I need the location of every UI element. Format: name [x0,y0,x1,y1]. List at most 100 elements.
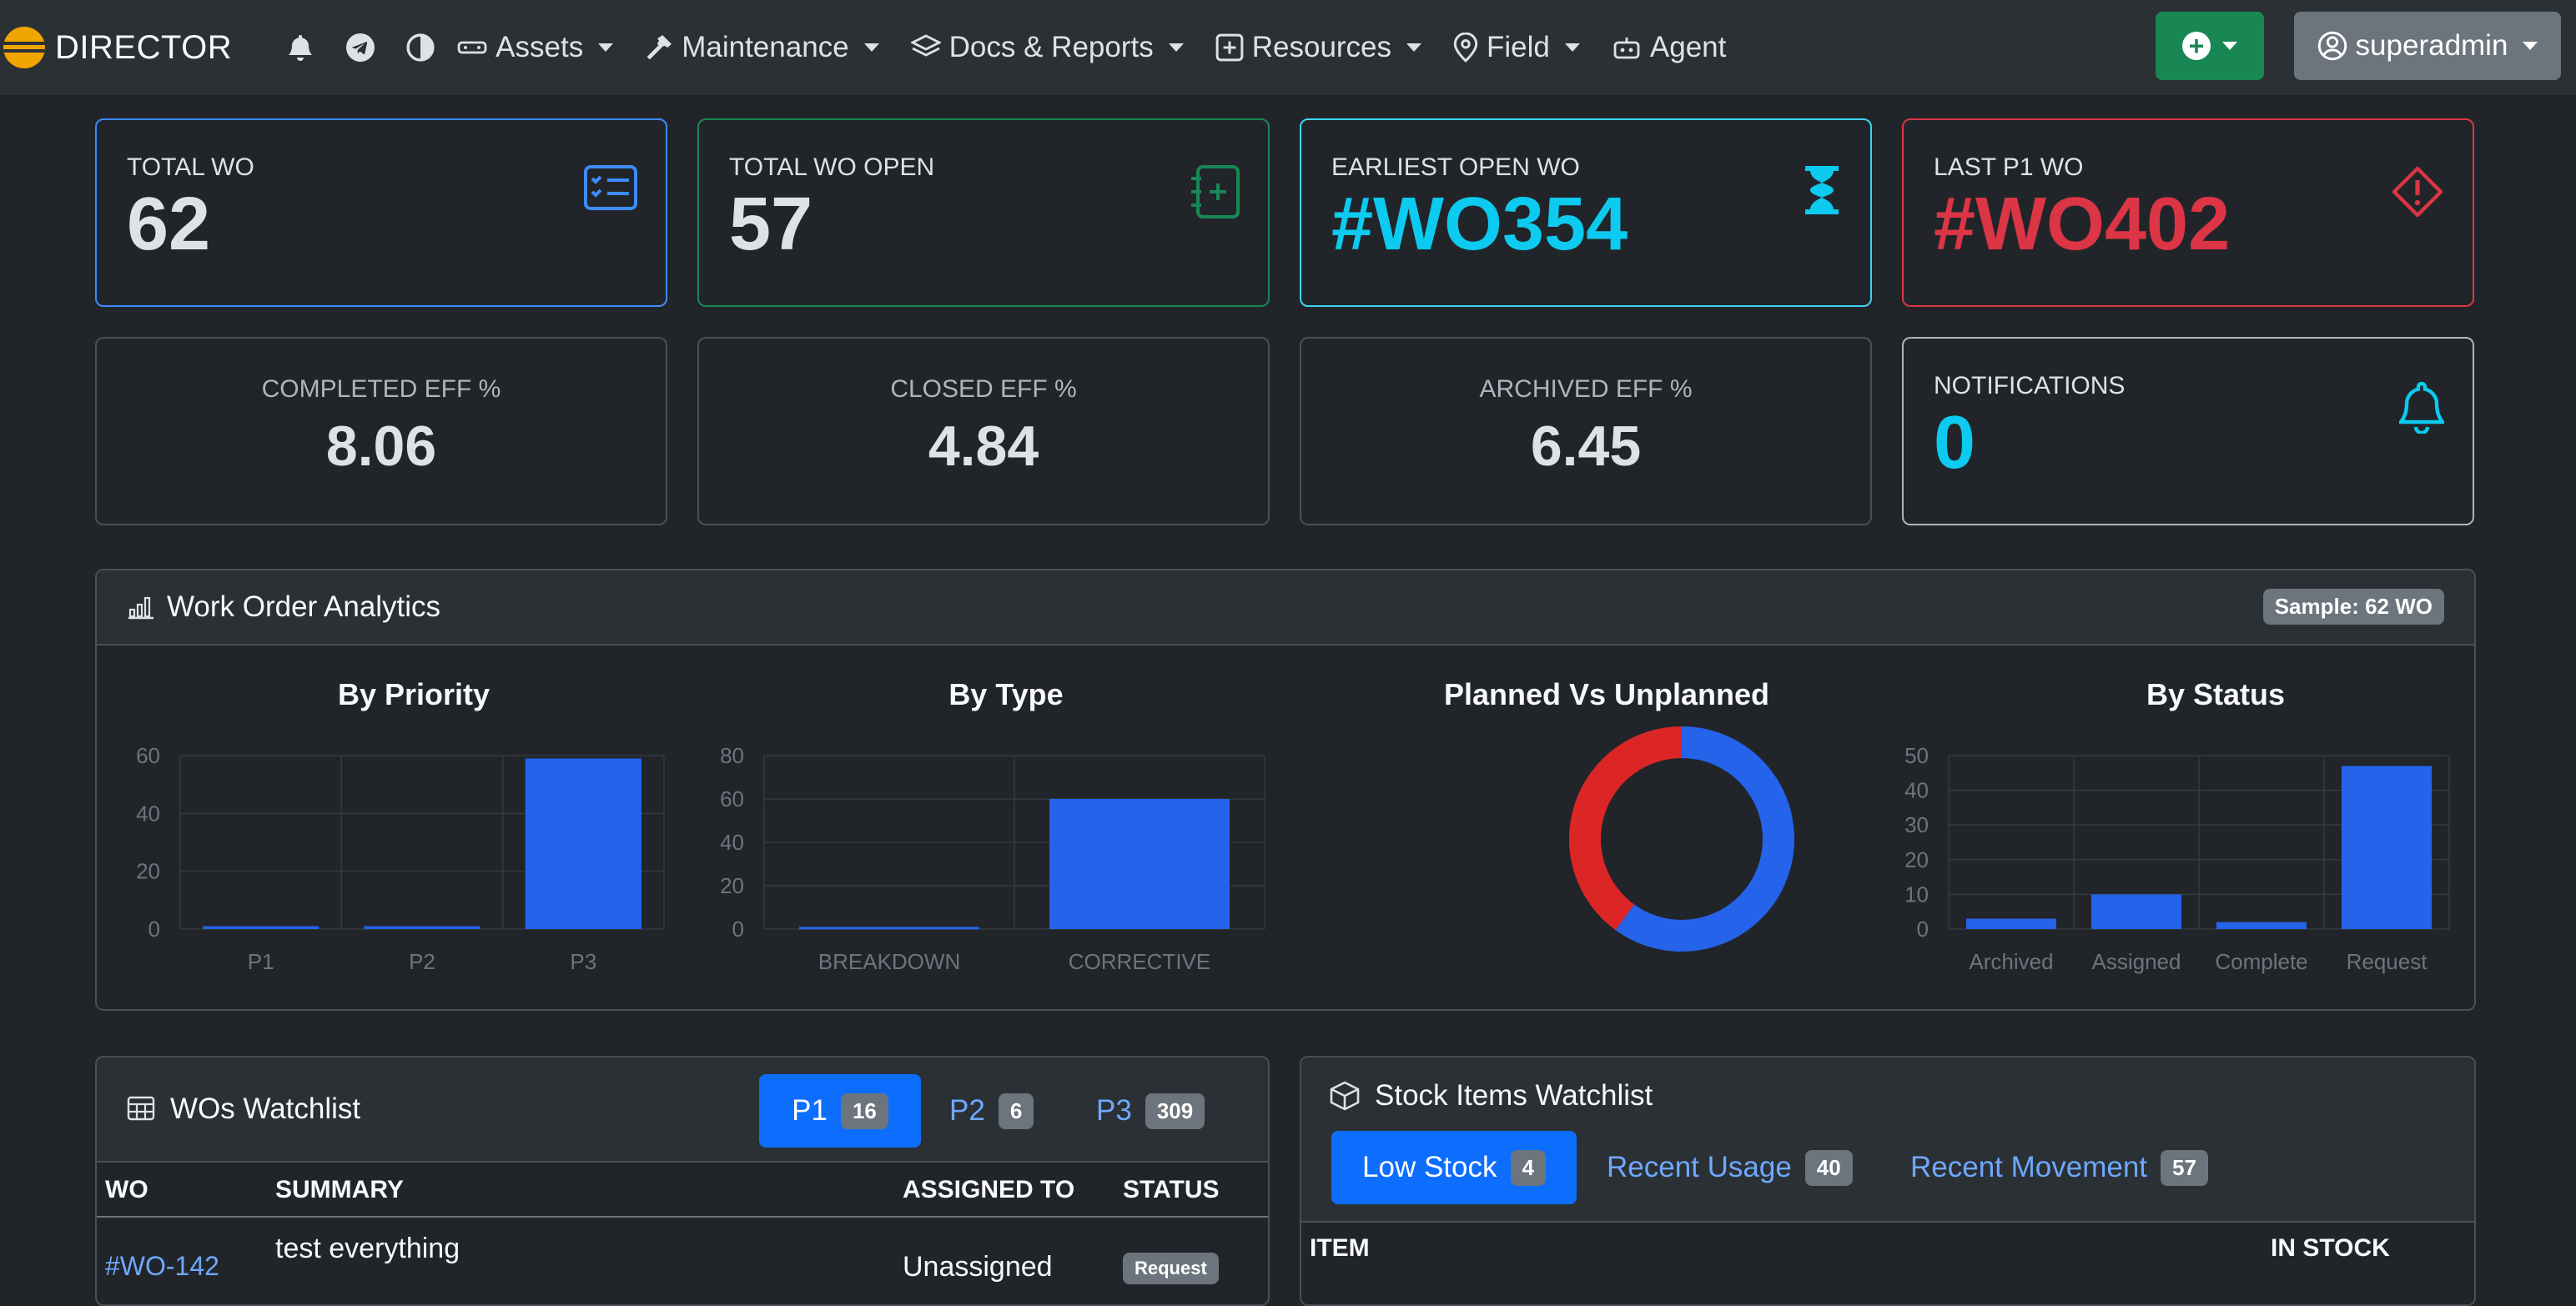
nav-assets-label: Assets [496,31,584,63]
col-header-in-stock[interactable]: IN STOCK [2271,1234,2390,1262]
user-menu-button[interactable]: superadmin [2294,12,2561,80]
chevron-down-icon [1564,43,1580,52]
new-item-button[interactable]: + [2156,12,2264,80]
divider [97,1161,1268,1163]
chevron-down-icon [1168,43,1184,52]
chevron-down-icon [1406,43,1422,52]
closed-eff-value: 4.84 [928,414,1039,478]
chart-title-status: By Status [2146,677,2286,711]
map-pin-icon [1453,33,1478,63]
archived-eff-card: ARCHIVED EFF % 6.45 [1300,337,1872,525]
tab-recent-movement-label: Recent Movement [1910,1151,2148,1183]
y-tick-label: 60 [136,743,160,768]
closed-eff-label: CLOSED EFF % [890,375,1077,403]
bell-icon [2399,381,2444,434]
y-tick-label: 40 [136,801,160,826]
nav-field[interactable]: Field [1453,0,1580,95]
username: superadmin [2355,29,2508,62]
y-tick-label: 50 [1904,743,1929,768]
analytics-header: Work Order Analytics [97,570,2474,645]
archived-eff-label: ARCHIVED EFF % [1479,375,1693,403]
checklist-icon [584,165,637,210]
bar-archived [1966,918,2056,929]
bell-icon[interactable] [282,29,319,66]
status-badge: Request [1123,1253,1219,1284]
bar-complete [2216,922,2307,929]
archived-eff-value: 6.45 [1530,414,1642,478]
x-tick-label: CORRECTIVE [1069,949,1210,974]
plus-circle-icon: + [2182,32,2211,60]
wo-link[interactable]: #WO-142 [105,1251,219,1281]
notifications-card[interactable]: NOTIFICATIONS 0 [1902,337,2474,525]
y-tick-label: 40 [720,830,744,855]
telegram-icon[interactable] [342,29,379,66]
y-tick-label: 80 [720,743,744,768]
tab-recent-movement[interactable]: Recent Movement 57 [1910,1131,2208,1204]
nav-docs-label: Docs & Reports [948,31,1154,63]
x-tick-label: P1 [248,949,274,974]
x-tick-label: Complete [2215,949,2307,974]
last-p1-wo-card[interactable]: LAST P1 WO #WO402 [1902,118,2474,307]
contrast-icon[interactable] [402,29,439,66]
col-header-item[interactable]: ITEM [1310,1234,1370,1262]
tab-p1[interactable]: P1 16 [759,1074,921,1148]
nav-maintenance[interactable]: Maintenance [645,0,879,95]
tab-p3-count: 309 [1145,1093,1205,1129]
journal-plus-icon [1191,165,1240,219]
brand-logo-icon [3,27,45,68]
nav-resources[interactable]: Resources [1215,0,1422,95]
completed-eff-label: COMPLETED EFF % [261,375,501,403]
earliest-open-wo-value[interactable]: #WO354 [1331,183,1628,266]
completed-eff-value: 8.06 [325,414,437,478]
tab-low-stock-count: 4 [1510,1149,1546,1186]
tab-p3[interactable]: P3 309 [1096,1074,1205,1148]
x-tick-label: P3 [570,949,596,974]
col-header-summary[interactable]: SUMMARY [275,1176,404,1203]
chart-title-type: By Type [948,677,1064,711]
y-tick-label: 40 [1904,778,1929,803]
earliest-open-wo-label: EARLIEST OPEN WO [1331,153,1580,181]
tab-recent-usage[interactable]: Recent Usage 40 [1607,1131,1853,1204]
col-header-wo[interactable]: WO [105,1176,148,1203]
last-p1-wo-value[interactable]: #WO402 [1934,183,2231,266]
bar-chart-icon [128,596,153,620]
chart-title-planned: Planned Vs Unplanned [1443,677,1770,711]
tab-p2[interactable]: P2 6 [949,1074,1034,1148]
x-tick-label: Assigned [2092,949,2181,974]
closed-eff-card: CLOSED EFF % 4.84 [697,337,1270,525]
col-header-assigned[interactable]: ASSIGNED TO [903,1176,1075,1203]
sample-badge: Sample: 62 WO [2262,589,2444,625]
wo-watchlist-panel: WOs Watchlist P1 16 P2 6 P3 309 WO SUMMA… [95,1056,1270,1306]
priority-bar-chart: 0 20 40 60 P1 P2 P3 [136,743,665,974]
tab-low-stock[interactable]: Low Stock 4 [1331,1131,1577,1204]
bar-corrective [1049,799,1230,929]
nav-assets[interactable]: Assets [457,0,614,95]
wo-summary: test everything [275,1233,460,1264]
work-order-analytics-panel: Work Order Analytics Sample: 62 WO By Pr… [95,569,2476,1011]
y-tick-label: 20 [720,873,744,898]
plus-square-icon [1215,33,1244,62]
chevron-down-icon [598,43,614,52]
y-tick-label: 20 [136,859,160,884]
donut-slice-1 [1569,726,1683,931]
nav-docs-reports[interactable]: Docs & Reports [910,0,1184,95]
brand[interactable]: DIRECTOR [0,0,232,95]
table-icon [127,1096,155,1121]
bar-p2 [364,926,480,929]
total-wo-open-label: TOTAL WO OPEN [729,153,935,181]
box-icon [1330,1081,1360,1111]
wo-watchlist-title: WOs Watchlist [170,1093,361,1125]
tab-low-stock-label: Low Stock [1362,1151,1497,1183]
nav-agent[interactable]: Agent [1612,0,1726,95]
notifications-label: NOTIFICATIONS [1934,372,2126,399]
earliest-open-wo-card[interactable]: EARLIEST OPEN WO #WO354 [1300,118,1872,307]
y-tick-label: 0 [148,917,160,942]
tab-recent-movement-count: 57 [2161,1149,2208,1186]
total-wo-open-card[interactable]: TOTAL WO OPEN 57 [697,118,1270,307]
nav-agent-label: Agent [1649,31,1727,63]
divider [1301,1221,2474,1223]
completed-eff-card: COMPLETED EFF % 8.06 [95,337,667,525]
total-wo-card[interactable]: TOTAL WO 62 [95,118,667,307]
hourglass-icon [1805,166,1839,214]
col-header-status[interactable]: STATUS [1123,1176,1220,1203]
